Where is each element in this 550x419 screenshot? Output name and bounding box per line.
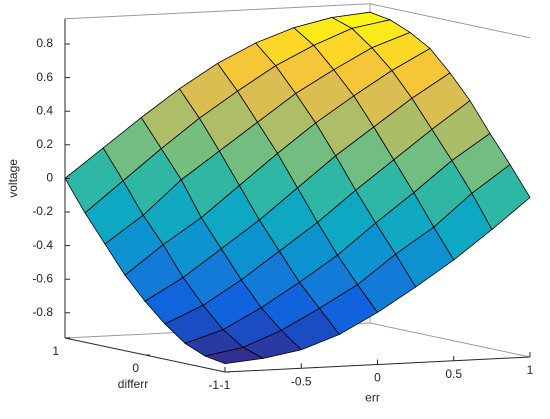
x-tick-label: -1	[220, 378, 231, 392]
z-tick-label: 0.6	[36, 70, 53, 84]
x-tick-label: 1	[527, 363, 534, 377]
y-tick-label: 1	[52, 344, 59, 358]
surface-patch	[203, 346, 265, 365]
z-tick-label: 0	[46, 171, 53, 185]
x-tick-label: -0.5	[291, 374, 312, 388]
y-tick-label: 0	[132, 361, 139, 375]
box-edge	[369, 322, 531, 358]
box-edge	[369, 3, 531, 39]
x-axis-label: err	[365, 391, 380, 405]
z-axis-label: voltage	[6, 159, 20, 198]
y-tick-label: -1	[208, 378, 219, 392]
z-tick-label: -0.2	[32, 204, 53, 218]
box-edge	[64, 3, 371, 20]
z-tick-label: 0.8	[36, 36, 53, 50]
x-tick-label: 0.5	[445, 367, 462, 381]
z-tick-label: 0.2	[36, 137, 53, 151]
z-tick-label: -0.6	[32, 271, 53, 285]
x-tick-label: 0	[374, 371, 381, 385]
z-tick-label: -0.8	[32, 305, 53, 319]
y-axis-label: differr	[118, 377, 148, 391]
z-tick-label: -0.4	[32, 238, 53, 252]
z-tick-label: 0.4	[36, 103, 53, 117]
